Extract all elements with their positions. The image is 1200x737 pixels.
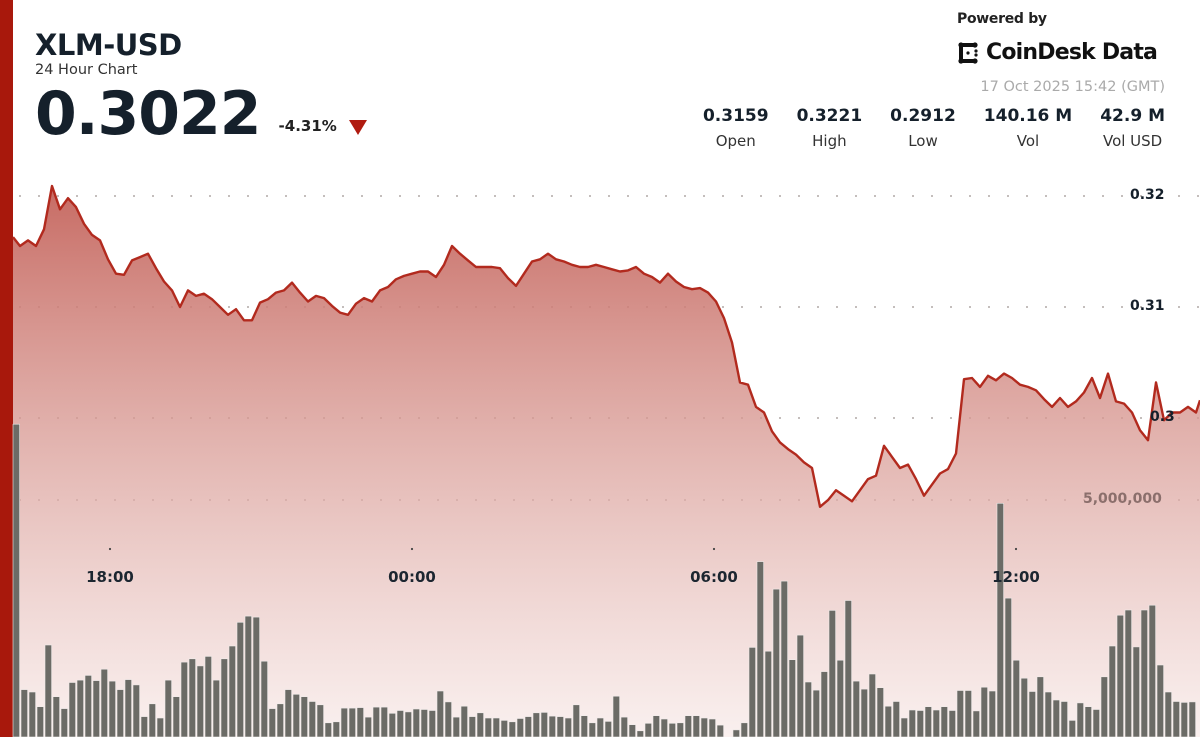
current-price: 0.3022: [35, 79, 262, 149]
price-change: -4.31%: [278, 117, 337, 135]
stat-label: Vol: [1016, 132, 1040, 150]
coindesk-logo-icon: [958, 41, 978, 64]
brand-name: CoinDesk Data: [986, 40, 1158, 65]
stat-vol-usd: 42.9 M Vol USD: [1100, 105, 1165, 152]
stat-label: Open: [715, 132, 756, 150]
x-tick-marks: [108, 547, 1018, 551]
y-tick-label: 0.31: [1130, 298, 1165, 314]
price-area: [13, 186, 1200, 737]
stat-value: 0.3159: [702, 106, 769, 126]
stat-label: Vol USD: [1102, 132, 1163, 150]
y-tick-label: 0.3: [1150, 409, 1175, 425]
timestamp: 17 Oct 2025 15:42 (GMT): [980, 79, 1165, 95]
stat-label: High: [812, 132, 847, 150]
volume-tick-label: 5,000,000: [1083, 491, 1162, 507]
stat-value: 140.16 M: [983, 106, 1073, 126]
x-tick-label: 06:00: [690, 568, 738, 586]
stats-panel: 0.3159 Open 0.3221 High 0.2912 Low 140.1…: [675, 105, 1165, 152]
x-tick-label: 12:00: [992, 568, 1040, 586]
stat-open: 0.3159 Open: [703, 105, 769, 152]
stat-label: Low: [908, 132, 938, 150]
stat-vol: 140.16 M Vol: [984, 105, 1072, 152]
header: XLM-USD 24 Hour Chart 0.3022 -4.31%: [35, 28, 367, 147]
x-tick-label: 18:00: [86, 568, 134, 586]
stat-value: 42.9 M: [1100, 106, 1165, 126]
price-row: 0.3022 -4.31%: [35, 81, 367, 147]
accent-bar: [0, 0, 13, 737]
chart-subtitle: 24 Hour Chart: [35, 62, 138, 78]
volume-bars: [12, 423, 1196, 737]
x-tick-label: 00:00: [388, 568, 436, 586]
y-tick-label: 0.32: [1130, 187, 1165, 203]
triangle-down-icon: [348, 120, 367, 135]
price-line: [12, 184, 1200, 508]
stat-low: 0.2912 Low: [890, 105, 956, 152]
symbol-title: XLM-USD: [35, 28, 182, 62]
stat-value: 0.3221: [796, 106, 863, 126]
brand-logo-group: CoinDesk Data: [957, 40, 1158, 65]
stat-value: 0.2912: [890, 106, 956, 126]
stat-high: 0.3221 High: [797, 105, 863, 152]
powered-by-label: Powered by: [957, 11, 1047, 27]
